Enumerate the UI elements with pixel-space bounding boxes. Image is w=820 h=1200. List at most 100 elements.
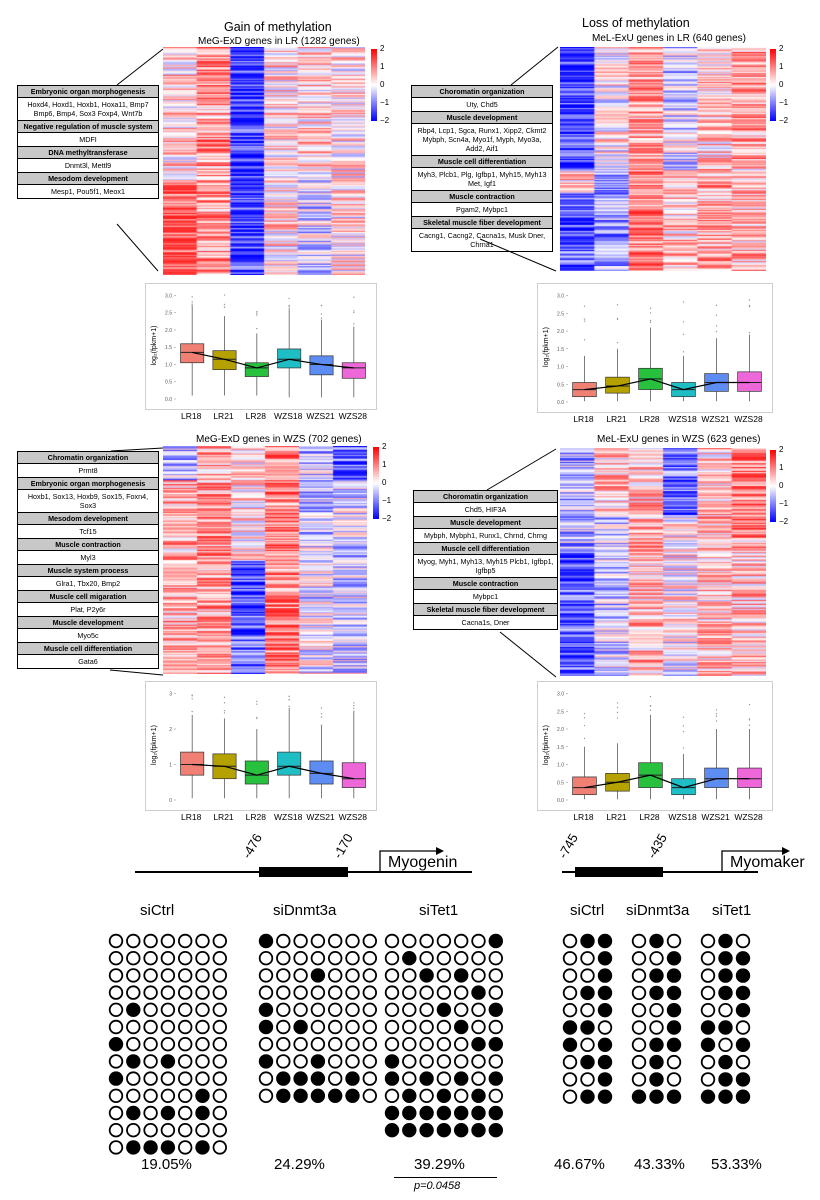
methylated-cpg <box>471 1122 486 1138</box>
unmethylated-cpg <box>454 1088 469 1104</box>
annotation-genes: Glra1, Tbx20, Bmp2 <box>55 579 121 588</box>
outlier-point <box>715 325 718 327</box>
unmethylated-cpg <box>488 1054 504 1069</box>
unmethylated-cpg <box>293 933 308 949</box>
methylated-cpg <box>718 1089 733 1104</box>
unmethylated-cpg <box>212 1019 228 1035</box>
unmethylated-cpg <box>562 1003 578 1018</box>
unmethylated-cpg <box>258 951 274 966</box>
boxplot-p1: 0.0 0.5 1.0 1.5 2.0 2.5 3.0 log₂(fpkm+1) <box>145 283 377 410</box>
unmethylated-cpg <box>345 1054 360 1069</box>
pvalue-label: p=0.0458 <box>414 1180 461 1192</box>
outlier-point <box>320 313 323 315</box>
unmethylated-cpg <box>212 1122 228 1138</box>
outlier-point <box>256 700 258 703</box>
methylated-cpg <box>735 1089 751 1104</box>
unmethylated-cpg <box>649 1020 664 1035</box>
unmethylated-cpg <box>454 951 469 966</box>
subtitle-p4: MeL-ExU genes in WZS (623 genes) <box>597 434 761 445</box>
methylated-cpg <box>454 1071 469 1086</box>
unmethylated-cpg <box>108 1088 124 1104</box>
methylated-cpg <box>597 1072 613 1087</box>
outlier-point <box>682 351 685 353</box>
methylated-cpg <box>597 1003 613 1018</box>
unmethylated-cpg <box>718 1037 733 1053</box>
unmethylated-cpg <box>562 951 578 966</box>
outlier-point <box>715 314 718 316</box>
methylated-cpg <box>580 1020 595 1035</box>
unmethylated-cpg <box>402 985 417 1000</box>
methylated-cpg <box>718 933 733 949</box>
outlier-point <box>583 318 586 320</box>
methylated-cpg <box>384 1054 400 1069</box>
category-label: WZS18 <box>273 411 303 421</box>
outlier-point <box>320 713 323 715</box>
methylated-cpg <box>310 1088 326 1104</box>
outlier-point <box>191 301 193 303</box>
methylated-cpg <box>735 1003 751 1018</box>
outlier-point <box>353 296 355 298</box>
y-tick-label: 1.5 <box>165 345 172 351</box>
unmethylated-cpg <box>419 1002 434 1018</box>
percent-2: 24.29% <box>274 1156 325 1173</box>
unmethylated-cpg <box>177 1036 193 1052</box>
methylated-cpg <box>276 1088 291 1104</box>
methylated-cpg <box>160 1140 176 1155</box>
outlier-point <box>320 716 323 718</box>
percent-3: 39.29% <box>414 1156 465 1173</box>
unmethylated-cpg <box>402 1019 417 1035</box>
outlier-point <box>223 709 226 712</box>
unmethylated-cpg <box>436 1071 452 1086</box>
group-label-3: siTet1 <box>419 902 459 919</box>
unmethylated-cpg <box>293 1036 308 1052</box>
methylated-cpg <box>597 968 613 983</box>
methylated-cpg <box>345 1071 360 1086</box>
outlier-point <box>649 705 652 707</box>
connector-lines <box>109 46 559 678</box>
unmethylated-cpg <box>195 933 210 949</box>
outlier-point <box>649 319 652 322</box>
unmethylated-cpg <box>293 1054 308 1069</box>
unmethylated-cpg <box>328 1071 343 1086</box>
category-label: LR18 <box>180 812 202 822</box>
unmethylated-cpg <box>384 985 400 1000</box>
outlier-point <box>715 713 718 715</box>
unmethylated-cpg <box>345 1036 360 1052</box>
unmethylated-cpg <box>143 1054 158 1069</box>
y-axis-label: log₂(fpkm+1) <box>151 725 158 765</box>
y-tick-label: 0.0 <box>557 400 564 406</box>
methylated-cpg <box>195 1140 210 1155</box>
unmethylated-cpg <box>276 933 291 949</box>
methylated-cpg <box>195 1105 210 1121</box>
group-label-5: siDnmt3a <box>626 902 690 919</box>
methylated-cpg <box>436 1122 452 1138</box>
unmethylated-cpg <box>384 1019 400 1035</box>
unmethylated-cpg <box>328 985 343 1000</box>
outlier-point <box>288 297 290 300</box>
unmethylated-cpg <box>293 951 308 966</box>
methylated-cpg <box>649 1054 664 1070</box>
methylated-cpg <box>293 1019 308 1035</box>
unmethylated-cpg <box>126 951 141 966</box>
y-tick-label: 3 <box>169 692 172 698</box>
box-WZS21 <box>309 760 334 785</box>
unmethylated-cpg <box>735 933 751 949</box>
annotation-genes: Mesp1, Pou5f1, Meox1 <box>51 187 125 196</box>
methylated-cpg <box>597 1037 613 1053</box>
colorbar-gradient <box>371 49 377 121</box>
outlier-point <box>748 305 751 308</box>
outlier-point <box>583 737 586 740</box>
unmethylated-cpg <box>143 1122 158 1138</box>
pvalue-underline <box>394 1177 497 1178</box>
box-LR18 <box>180 343 205 364</box>
unmethylated-cpg <box>276 985 291 1000</box>
category-label: WZS18 <box>668 414 697 424</box>
outlier-point <box>715 709 718 711</box>
y-tick-label: 2.5 <box>557 311 564 317</box>
unmethylated-cpg <box>666 933 682 949</box>
outlier-point <box>223 294 226 296</box>
unmethylated-cpg <box>310 1002 326 1018</box>
unmethylated-cpg <box>362 951 378 966</box>
methylated-cpg <box>310 1054 326 1069</box>
